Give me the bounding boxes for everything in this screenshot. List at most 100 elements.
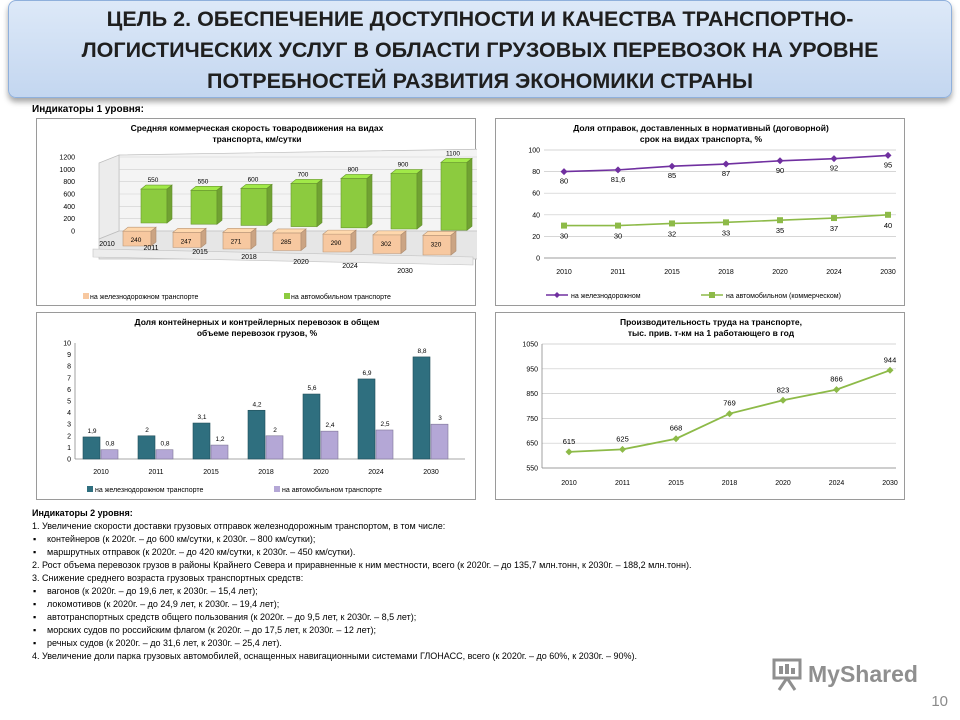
data-label: 1,9 xyxy=(87,428,96,435)
bar-rail-top xyxy=(322,229,357,235)
marker-rail xyxy=(722,160,730,168)
page-title-line-1: ЦЕЛЬ 2. ОБЕСПЕЧЕНИЕ ДОСТУПНОСТИ И КАЧЕСТ… xyxy=(106,7,854,31)
data-label: 90 xyxy=(776,166,784,175)
data-label: 615 xyxy=(563,437,576,446)
indicator-item: 1. Увеличение скорости доставки грузовых… xyxy=(32,521,446,531)
bar-rail xyxy=(137,435,156,460)
legend-marker-auto xyxy=(709,292,715,298)
indicators-level2-list: 1. Увеличение скорости доставки грузовых… xyxy=(32,520,912,663)
x-tick-label: 2010 xyxy=(93,469,109,476)
chart-container-panel: Доля контейнерных и контрейлерных перево… xyxy=(36,312,476,500)
y-tick-label: 80 xyxy=(532,169,540,176)
data-label: 285 xyxy=(281,239,292,246)
indicator-sub-item: вагонов (к 2020г. – до 19,6 лет, к 2030г… xyxy=(32,585,912,598)
bar-auto xyxy=(390,173,418,230)
bar-auto xyxy=(430,423,449,460)
x-tick-label: 2030 xyxy=(397,268,413,275)
y-tick-label: 3 xyxy=(67,422,71,429)
indicator-item: 4. Увеличение доли парка грузовых автомо… xyxy=(32,651,637,661)
y-tick-label: 1 xyxy=(67,445,71,452)
y-tick-label: 850 xyxy=(526,391,538,398)
data-label: 866 xyxy=(830,375,843,384)
marker-rail xyxy=(614,166,622,174)
chart-productivity-panel: Производительность труда на транспорте, т… xyxy=(495,312,905,500)
data-label: 944 xyxy=(884,355,897,364)
bar-auto-side xyxy=(316,178,323,228)
data-label: 900 xyxy=(398,162,409,169)
x-tick-label: 2018 xyxy=(258,469,274,476)
y-tick-label: 0 xyxy=(67,457,71,464)
data-label: 769 xyxy=(723,399,736,408)
data-label: 1100 xyxy=(446,150,460,157)
bar-rail-top xyxy=(222,227,257,233)
y-tick-label: 5 xyxy=(67,399,71,406)
y-tick-label: 20 xyxy=(532,234,540,241)
y-tick-label: 6 xyxy=(67,387,71,394)
bar-rail-side xyxy=(400,230,407,255)
bar-rail xyxy=(357,378,376,460)
y-tick-label: 4 xyxy=(67,410,71,417)
x-tick-label: 2010 xyxy=(556,269,572,276)
presentation-board-icon xyxy=(772,658,802,691)
legend-label: на автомобильном транспорте xyxy=(282,486,382,494)
marker xyxy=(565,448,573,456)
x-tick-label: 2011 xyxy=(615,480,630,487)
chart-title: Производительность труда на транспорте, xyxy=(620,317,802,327)
data-label: 33 xyxy=(722,228,730,237)
x-tick-label: 2015 xyxy=(203,469,219,476)
x-tick-label: 2011 xyxy=(148,469,163,476)
legend-swatch-rail xyxy=(87,486,93,492)
marker-rail xyxy=(776,157,784,165)
data-label: 0,8 xyxy=(105,441,114,448)
bar-auto-side xyxy=(416,168,423,230)
watermark: MyShared xyxy=(770,658,930,694)
data-label: 92 xyxy=(830,164,838,173)
data-label: 40 xyxy=(884,221,892,230)
data-label: 5,6 xyxy=(307,385,316,392)
marker-auto xyxy=(885,211,891,218)
data-label: 1,2 xyxy=(215,436,224,443)
bar-auto-side xyxy=(266,183,273,227)
indicators-level1-label: Индикаторы 1 уровня: xyxy=(32,104,144,115)
bar-auto xyxy=(100,449,119,460)
data-label: 6,9 xyxy=(362,370,371,377)
watermark-text: MyShared xyxy=(808,661,918,687)
chart-productivity-svg: Производительность труда на транспорте,т… xyxy=(522,317,897,487)
data-label: 30 xyxy=(614,232,622,241)
bar-rail-top xyxy=(272,228,307,234)
bar-auto-side xyxy=(166,184,173,224)
marker-auto xyxy=(723,219,729,226)
legend-label: на железнодорожном xyxy=(571,293,641,300)
marker-auto xyxy=(561,222,567,229)
x-tick-label: 2011 xyxy=(143,245,158,252)
y-tick-label: 1000 xyxy=(59,167,75,174)
x-tick-label: 2030 xyxy=(423,469,439,476)
bar-rail xyxy=(412,356,431,460)
indicator-item: 2. Рост объема перевозок грузов в районы… xyxy=(32,560,692,570)
data-label: 550 xyxy=(148,177,159,184)
y-tick-label: 100 xyxy=(528,148,540,155)
data-label: 2 xyxy=(273,427,277,434)
legend-label: на железнодорожном транспорте xyxy=(95,487,203,494)
y-tick-label: 1050 xyxy=(522,342,538,349)
marker-auto xyxy=(669,220,675,227)
indicator-sub-item: речных судов (к 2020г. – до 31,6 лет, к … xyxy=(32,637,912,650)
indicator-sub-item: локомотивов (к 2020г. – до 24,9 лет, к 2… xyxy=(32,598,912,611)
x-tick-label: 2030 xyxy=(880,269,896,276)
x-tick-label: 2020 xyxy=(775,480,791,487)
y-tick-label: 2 xyxy=(67,433,71,440)
x-tick-label: 2024 xyxy=(829,480,845,487)
marker xyxy=(886,366,894,374)
bar-auto xyxy=(375,429,394,460)
bar-auto xyxy=(210,444,229,460)
bar-rail-side xyxy=(450,230,457,256)
data-label: 37 xyxy=(830,224,838,233)
data-label: 2 xyxy=(145,427,149,434)
indicator-item: 3. Снижение среднего возраста грузовых т… xyxy=(32,573,304,583)
bar-auto xyxy=(265,435,284,460)
data-label: 240 xyxy=(131,237,142,244)
legend-swatch-rail xyxy=(83,293,89,299)
x-tick-label: 2010 xyxy=(99,241,115,248)
data-label: 3 xyxy=(438,415,442,422)
indicators-level2: Индикаторы 2 уровня: 1. Увеличение скоро… xyxy=(32,507,912,663)
